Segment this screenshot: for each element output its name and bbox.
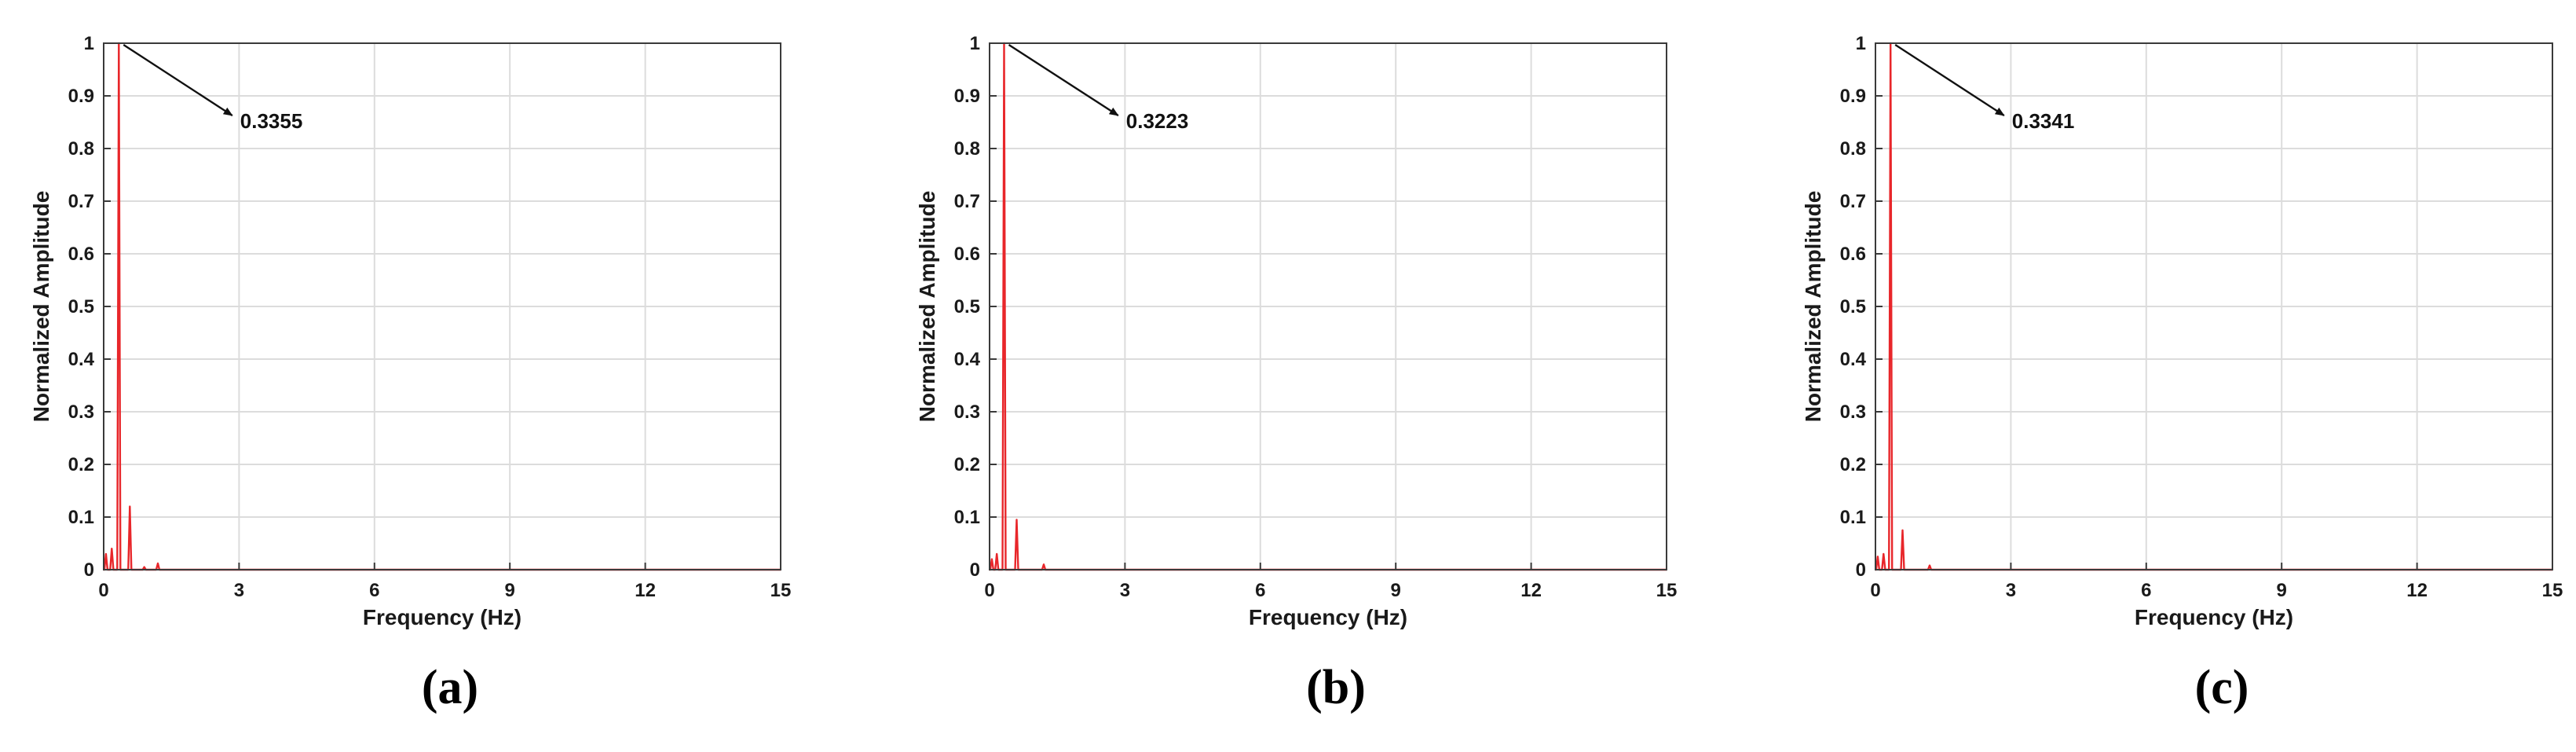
chart-panel-2: 0 3 6 9 12 15 0 0.1 0.2 0.3 0.4 0.5 0.6 0.7 0.8 0.9 1 Fre… (915, 33, 1677, 714)
x-tick-label: 6 (2141, 580, 2151, 601)
y-tick-label: 0.4 (68, 349, 95, 370)
y-tick-label: 0 (1856, 559, 1866, 581)
y-tick-label: 0.3 (1840, 402, 1866, 423)
y-tick-label: 0.2 (1840, 454, 1866, 475)
x-tick-label: 3 (2006, 580, 2016, 601)
chart-panel-3: 0 3 6 9 12 15 0 0.1 0.2 0.3 0.4 0.5 0.6 0.7 0.8 0.9 1 Fre… (1801, 33, 2563, 714)
x-tick-label: 9 (505, 580, 515, 601)
y-tick-label: 0.8 (1840, 138, 1866, 160)
y-tick-label: 0.3 (68, 402, 94, 423)
y-tick-label: 0.7 (954, 191, 980, 212)
y-tick-label: 0.9 (1840, 86, 1866, 107)
x-tick-label: 12 (1520, 580, 1542, 601)
x-tick-label: 12 (635, 580, 656, 601)
y-tick-label: 0.6 (1840, 244, 1866, 265)
y-tick-label: 0.8 (68, 138, 94, 160)
x-tick-label: 9 (2277, 580, 2287, 601)
y-tick-label: 0.6 (68, 244, 94, 265)
y-tick-label: 0.9 (68, 86, 94, 107)
x-axis-label: Frequency (Hz) (363, 605, 521, 629)
y-axis-label: Normalized Amplitude (915, 191, 939, 423)
y-tick-label: 0.1 (1840, 507, 1866, 528)
y-tick-label: 0.8 (954, 138, 980, 160)
y-tick-label: 0.5 (68, 296, 94, 317)
y-tick-label: 0 (970, 559, 980, 581)
x-tick-label: 15 (2542, 580, 2563, 601)
x-tick-label: 9 (1391, 580, 1401, 601)
y-tick-label: 0.7 (1840, 191, 1866, 212)
y-tick-label: 0.4 (954, 349, 981, 370)
x-tick-label: 15 (770, 580, 792, 601)
y-tick-label: 0.2 (954, 454, 980, 475)
x-tick-label: 12 (2406, 580, 2428, 601)
y-tick-label: 0.3 (954, 402, 980, 423)
annotation-arrow (123, 43, 233, 117)
peak-annotation-label: 0.3223 (1126, 109, 1189, 133)
y-tick-label: 0.5 (954, 296, 980, 317)
x-axis-label: Frequency (Hz) (2135, 605, 2293, 629)
y-axis-label: Normalized Amplitude (29, 191, 53, 423)
annotation-arrow (1894, 43, 2005, 117)
y-tick-label: 1 (970, 33, 980, 54)
x-tick-label: 3 (1120, 580, 1130, 601)
x-tick-label: 0 (98, 580, 108, 601)
subfigure-caption: (c) (2195, 661, 2249, 714)
subfigure-caption: (b) (1306, 661, 1366, 714)
y-tick-label: 1 (84, 33, 94, 54)
y-tick-label: 0 (84, 559, 94, 581)
annotation-arrow (1008, 43, 1119, 117)
x-tick-label: 6 (369, 580, 379, 601)
y-tick-label: 0.5 (1840, 296, 1866, 317)
chart-panel-1: 0 3 6 9 12 15 0 0.1 0.2 0.3 0.4 0.5 0.6 0.7 0.8 0.9 1 Fre… (29, 33, 791, 714)
y-tick-label: 0.6 (954, 244, 980, 265)
x-axis-label: Frequency (Hz) (1249, 605, 1407, 629)
y-tick-label: 0.9 (954, 86, 980, 107)
peak-annotation-label: 0.3341 (2012, 109, 2075, 133)
x-tick-label: 0 (1870, 580, 1880, 601)
x-tick-label: 0 (984, 580, 994, 601)
peak-annotation-label: 0.3355 (240, 109, 303, 133)
y-tick-label: 0.1 (954, 507, 980, 528)
y-tick-label: 1 (1856, 33, 1866, 54)
y-axis-label: Normalized Amplitude (1801, 191, 1825, 423)
x-tick-label: 3 (234, 580, 244, 601)
y-tick-label: 0.7 (68, 191, 94, 212)
y-tick-label: 0.2 (68, 454, 94, 475)
y-tick-label: 0.1 (68, 507, 94, 528)
y-tick-label: 0.4 (1840, 349, 1867, 370)
x-tick-label: 15 (1656, 580, 1678, 601)
x-tick-label: 6 (1255, 580, 1265, 601)
subfigure-caption: (a) (422, 661, 478, 714)
